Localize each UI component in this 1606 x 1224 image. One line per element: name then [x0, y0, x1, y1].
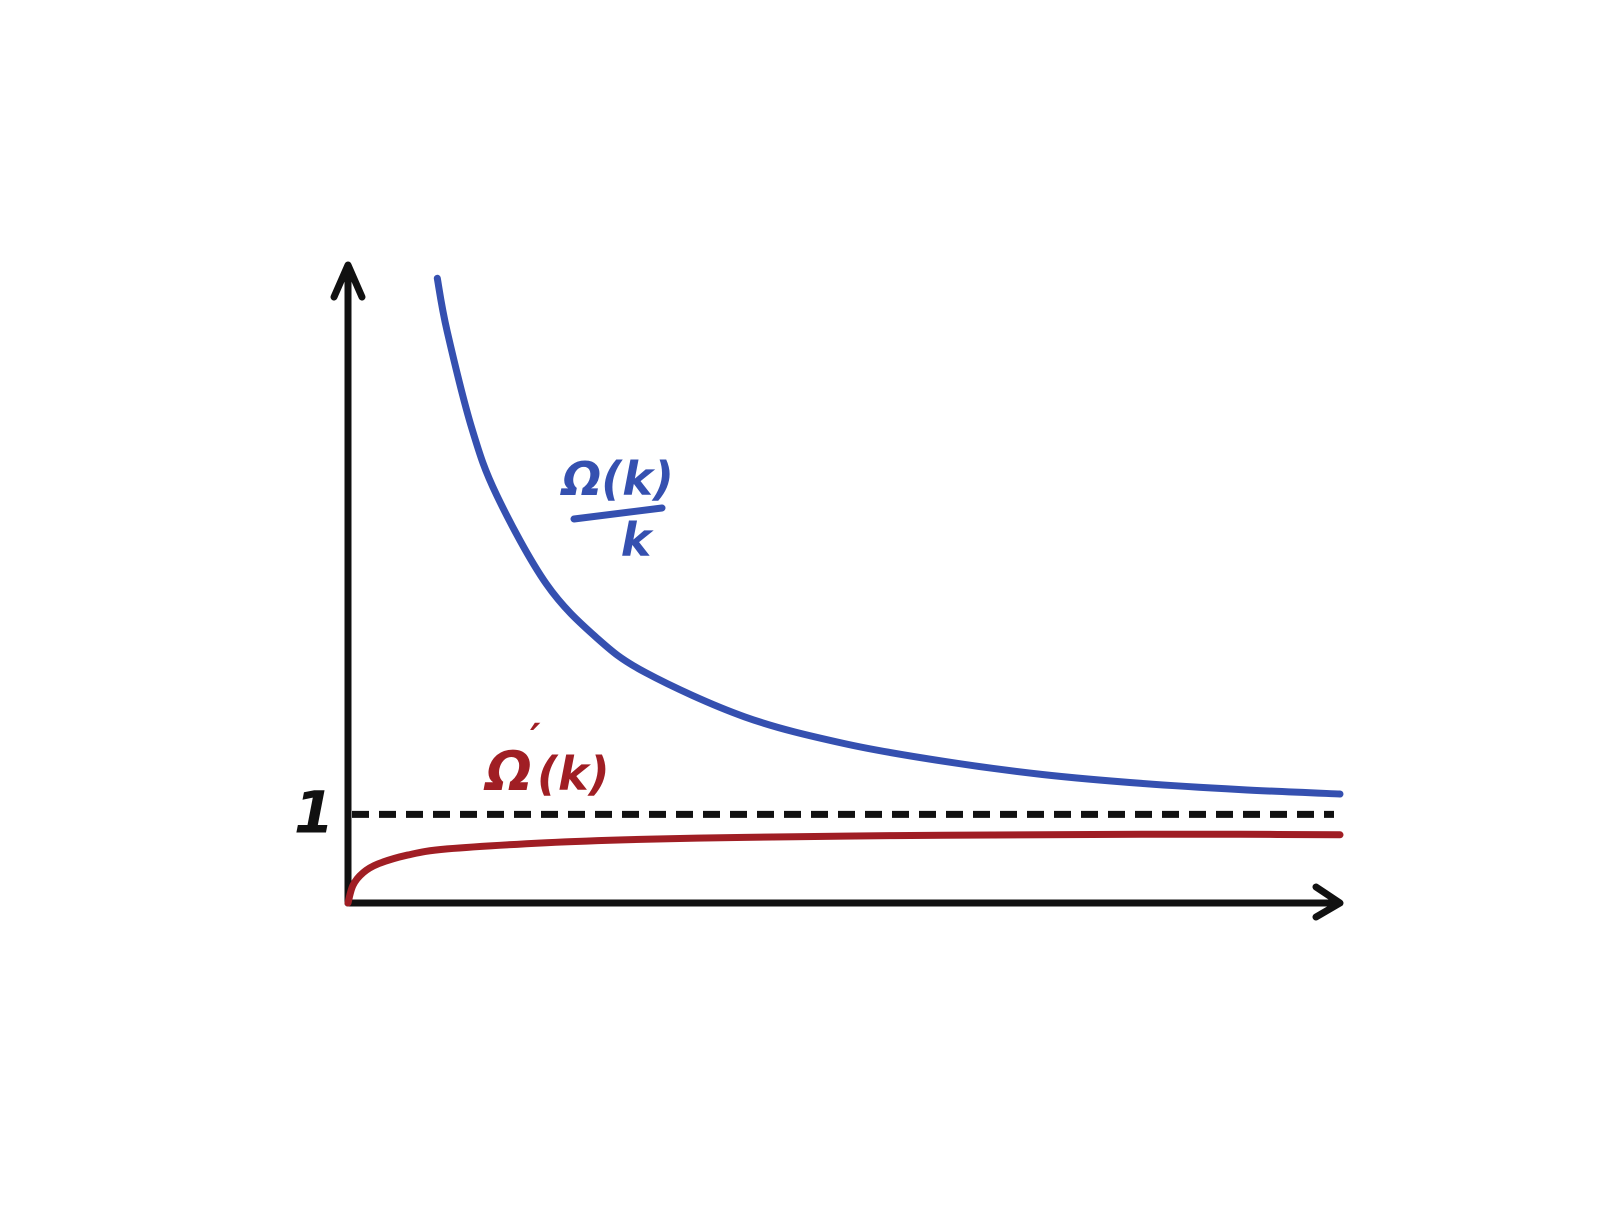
- series-label-numerator: Ω(k): [559, 452, 674, 506]
- series-label-denominator: k: [621, 513, 654, 567]
- series-line-omega-prime: [344, 830, 1344, 907]
- series-layer: [344, 274, 1344, 907]
- series-label-omega-prime: Ω ′ (k): [483, 716, 610, 803]
- y-axis-arrowhead: [330, 261, 366, 301]
- axes: [330, 261, 1344, 921]
- series-label-argument: (k): [537, 747, 610, 801]
- series-label-prime: ′: [530, 716, 541, 762]
- tick-layer: 1: [294, 778, 334, 846]
- x-axis-arrowhead: [1312, 883, 1344, 921]
- series-label-fraction-bar: [570, 504, 666, 523]
- series-line-omega-over-k: [433, 274, 1344, 798]
- series-label-omega: Ω: [483, 740, 532, 803]
- series-label-omega-over-k: Ω(k) k: [559, 452, 674, 567]
- series-labels: Ω(k) k Ω ′ (k): [483, 452, 674, 803]
- y-tick-label: 1: [294, 778, 334, 846]
